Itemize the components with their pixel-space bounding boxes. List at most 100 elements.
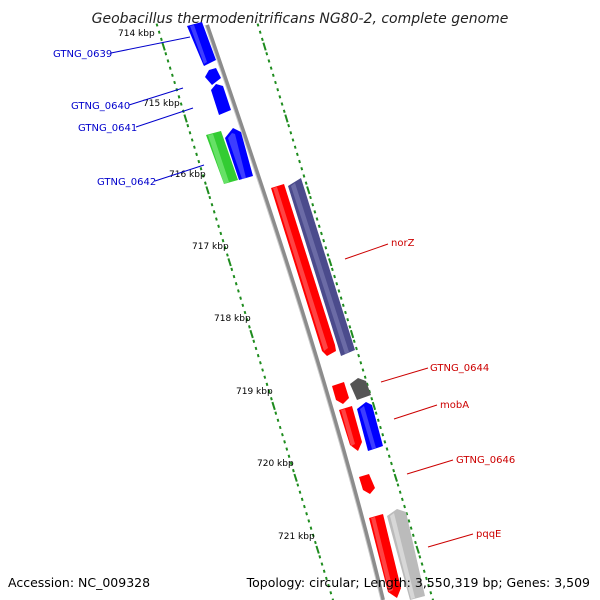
leader-gtng-0639 [110, 36, 191, 54]
leader-norz [344, 243, 389, 260]
rail-dot [190, 138, 194, 142]
rail-dot [287, 123, 291, 128]
rail-dot [284, 114, 289, 123]
rail-dot [425, 576, 428, 581]
rail-dot [365, 382, 369, 387]
rail-dot [320, 562, 324, 566]
rail-dot [313, 210, 317, 214]
rail-dot [278, 425, 282, 430]
rail-dot [398, 490, 402, 494]
genome-info-text: Topology: circular; Length: 3,550,319 bp… [246, 575, 590, 590]
gene-label-norz[interactable]: norZ [391, 238, 415, 249]
rail-dot [326, 253, 330, 257]
rail-dot [239, 296, 242, 300]
rail-dot [300, 497, 304, 502]
rail-dot [359, 361, 363, 365]
gene-label-gtng-0642[interactable]: GTNG_0642 [97, 177, 156, 188]
rail-dot [223, 246, 227, 250]
rail-dot [383, 440, 387, 444]
rail-dot [317, 224, 321, 228]
tick-label-716: 716 kbp [169, 170, 206, 180]
rail-dot [298, 490, 302, 494]
leader-gtng-0641 [135, 107, 194, 128]
rail-dot [300, 167, 304, 171]
rail-dot [226, 253, 229, 257]
rail-dot [329, 591, 333, 595]
rail-dot [415, 545, 420, 554]
gene-label-gtng-0641[interactable]: GTNG_0641 [78, 123, 137, 134]
rail-dot [346, 318, 350, 322]
feature-gtng-0644[interactable] [350, 378, 371, 400]
leader-moba [393, 404, 438, 420]
rail-dot [179, 102, 183, 106]
rail-dot [265, 52, 269, 56]
feature-gtng-0641[interactable] [211, 84, 231, 115]
rail-dot [166, 59, 170, 63]
rail-dot [256, 23, 260, 27]
tick-labels: 714 kbp 715 kbp 716 kbp 717 kbp 718 kbp … [118, 29, 315, 542]
rail-dot [331, 598, 335, 600]
feature-gtng-0644-rev[interactable] [332, 382, 349, 404]
genome-backbone [205, 24, 385, 600]
rail-dot [418, 555, 422, 559]
rail-dot [400, 497, 404, 502]
gene-label-gtng-0640[interactable]: GTNG_0640 [71, 101, 130, 112]
rail-dot [283, 440, 286, 444]
feature-pqqe[interactable] [387, 509, 425, 600]
rail-dot [197, 159, 201, 164]
rail-dot [188, 131, 192, 135]
rail-dot [427, 583, 431, 588]
feature-norz-rev[interactable] [271, 184, 336, 356]
rail-dot [379, 425, 382, 430]
rail-dot [157, 30, 161, 34]
rail-dot [195, 152, 198, 157]
rail-dot [254, 346, 258, 351]
feature-moba[interactable] [357, 402, 383, 451]
gene-label-gtng-0646[interactable]: GTNG_0646 [456, 455, 515, 466]
feature-moba-rev[interactable] [339, 406, 362, 451]
rail-dot [429, 591, 433, 595]
rail-dot [328, 258, 333, 267]
feature-gtng-0640[interactable] [205, 68, 221, 85]
feature-gtng-0642-fwd[interactable] [225, 128, 253, 180]
rail-dot [248, 325, 251, 329]
leader-gtng-0642 [154, 164, 205, 182]
gene-label-gtng-0644[interactable]: GTNG_0644 [430, 363, 489, 374]
rail-dot [252, 339, 256, 343]
genome-backbone-highlight [204, 24, 382, 600]
feature-gtng-0639[interactable] [187, 22, 216, 66]
rail-dot [381, 433, 385, 437]
label-leaders [110, 36, 474, 548]
feature-pqqe-rev[interactable] [369, 514, 401, 598]
rail-dot [289, 461, 293, 466]
rail-dot [349, 329, 355, 339]
rail-dot [269, 66, 273, 70]
rail-dot [309, 526, 313, 530]
rail-dot [396, 483, 400, 487]
rail-dot [193, 145, 196, 149]
feature-gtng-0642[interactable] [206, 131, 238, 184]
gene-label-pqqe[interactable]: pqqE [476, 529, 501, 540]
gene-label-moba[interactable]: mobA [440, 400, 469, 411]
rail-dot [315, 545, 320, 554]
rail-dot [333, 274, 336, 279]
rail-dot [234, 282, 238, 286]
leader-gtng-0644 [380, 367, 429, 383]
rail-dot [237, 289, 240, 293]
rail-dot [232, 274, 236, 279]
rail-dot [387, 454, 391, 458]
rail-dot [370, 397, 374, 401]
rail-dot [270, 397, 273, 401]
rail-dot [324, 246, 328, 250]
leader-gtng-0646 [406, 459, 454, 475]
rail-dot [327, 583, 330, 588]
feature-norz[interactable] [288, 178, 355, 356]
rail-dot [352, 339, 356, 343]
feature-gtng-0646[interactable] [359, 474, 375, 494]
rail-dot [392, 468, 396, 473]
gene-label-gtng-0639[interactable]: GTNG_0639 [53, 49, 112, 60]
leader-gtng-0640 [128, 87, 184, 106]
rail-dot [298, 159, 301, 164]
rail-dot [160, 37, 163, 42]
